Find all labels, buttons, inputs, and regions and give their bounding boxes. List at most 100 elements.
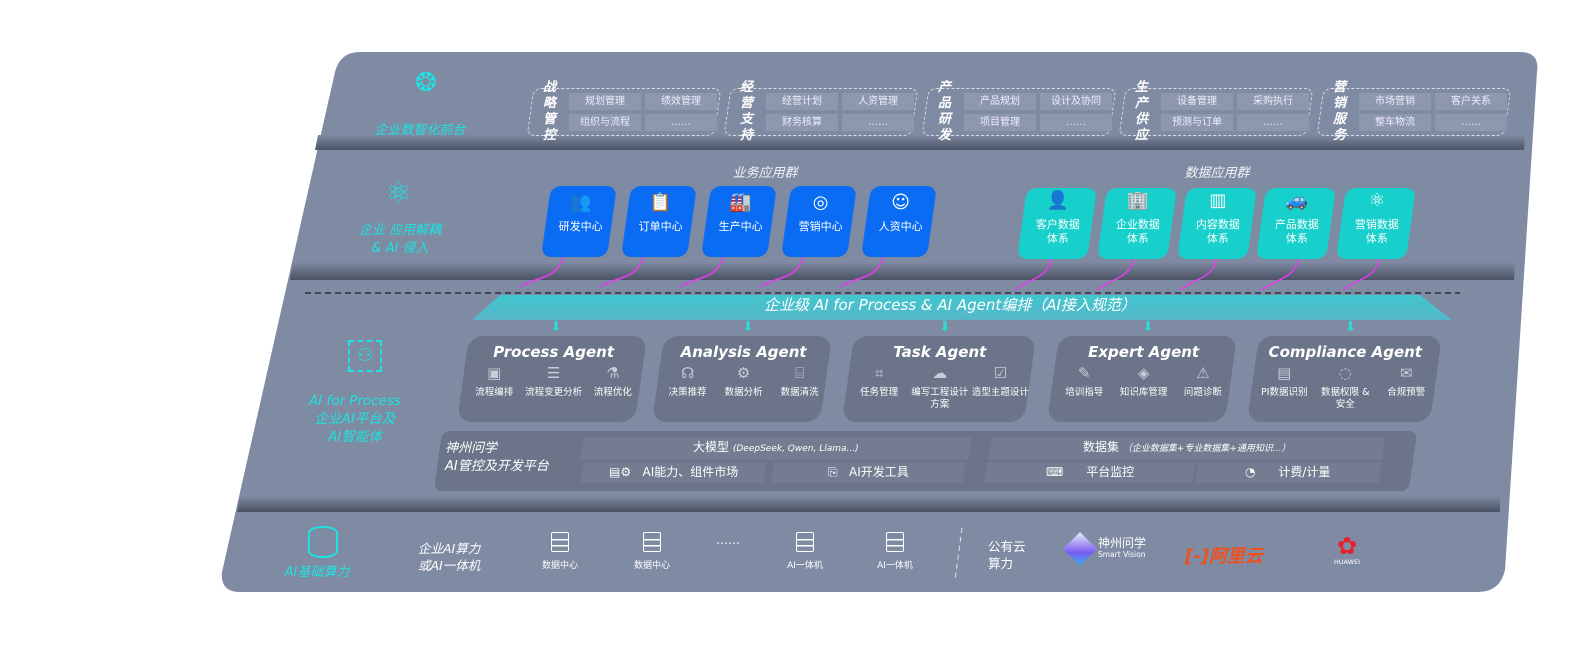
server-item: AI一体机: [780, 532, 830, 571]
agent-capability[interactable]: ✉ 合规预警: [1376, 364, 1436, 411]
agent-card[interactable]: Expert Agent ✎ 培训指导 ◈ 知识库管理 ⚠ 问题诊断: [1046, 336, 1238, 422]
molecule-icon: ⚛: [385, 176, 412, 211]
app-label: 体系: [1126, 232, 1149, 245]
tool-label: 计费/计量: [1278, 465, 1331, 479]
group-item[interactable]: 规划管理: [569, 93, 641, 110]
tool-ai-dev[interactable]: ⎘ AI开发工具: [770, 462, 966, 483]
apps-layer-label: 企业 应用解耦 & AI 侵入: [340, 222, 460, 258]
data-app-card[interactable]: 🏢 企业数据 体系: [1097, 188, 1177, 259]
group-item[interactable]: 预测与订单: [1161, 114, 1233, 131]
business-app-card[interactable]: 👥 研发中心: [541, 186, 617, 257]
tool-label: 平台监控: [1086, 465, 1135, 479]
group-item[interactable]: 整车物流: [1359, 114, 1431, 131]
group-item[interactable]: 客户关系: [1435, 93, 1507, 110]
capability-label: 知识库管理: [1119, 387, 1168, 398]
tool-billing[interactable]: ◔ 计费/计量: [1194, 462, 1382, 483]
group-item[interactable]: 采购执行: [1237, 93, 1309, 110]
agent-name: Compliance Agent: [1268, 343, 1422, 361]
down-arrow-icon: ⬇: [939, 319, 951, 335]
app-label: 体系: [1365, 232, 1388, 245]
platform-title-line: AI管控及开发平台: [445, 459, 549, 474]
data-app-card[interactable]: ▥ 内容数据 体系: [1177, 188, 1257, 259]
app-label: 订单中心: [638, 220, 683, 233]
agent-capability[interactable]: ☰ 流程变更分析: [524, 364, 583, 399]
label-line: 算力: [988, 556, 1014, 571]
group-item[interactable]: 产品规划: [964, 93, 1036, 110]
front-group: 产品研发 产品规划 设计及协同 项目管理……: [921, 80, 1117, 143]
data-app-card[interactable]: 👤 客户数据 体系: [1017, 188, 1097, 259]
label-line: 企业 应用解耦: [358, 223, 442, 238]
app-label: 客户数据: [1035, 218, 1080, 231]
data-apps-title: 数据应用群: [1184, 166, 1250, 181]
label-line: AI智能体: [328, 429, 382, 445]
app-label: 企业数据: [1115, 218, 1160, 231]
business-app-card[interactable]: 🏭 生产中心: [701, 186, 777, 257]
business-app-card[interactable]: ☺ 人资中心: [861, 186, 937, 257]
agent-capability[interactable]: ⌸ 数据清洗: [772, 364, 827, 399]
agent-capability[interactable]: ⚙ 数据分析: [716, 364, 771, 399]
agent-capability[interactable]: ▣ 流程编排: [465, 364, 524, 399]
agent-capability[interactable]: ☊ 决策推荐: [660, 364, 715, 399]
group-item[interactable]: ……: [1040, 114, 1112, 131]
group-item[interactable]: ……: [645, 114, 717, 131]
agent-card[interactable]: Compliance Agent ▤ PI数据识别 ◌ 数据权限 & 安全 ✉ 合规预警: [1246, 336, 1443, 422]
data-app-card[interactable]: 🚙 产品数据 体系: [1256, 188, 1336, 259]
group-item[interactable]: 人资管理: [842, 93, 914, 110]
server-icon: [643, 532, 661, 552]
agent-capability[interactable]: ⌗ 任务管理: [849, 364, 909, 411]
group-item[interactable]: 财务核算: [766, 114, 838, 131]
label-line: 企业AI算力: [418, 541, 481, 556]
capability-icon: ◌: [1338, 364, 1352, 382]
team-icon: 👥: [569, 192, 592, 213]
group-item[interactable]: 设备管理: [1161, 93, 1233, 110]
group-item[interactable]: 绩效管理: [645, 93, 717, 110]
agent-card[interactable]: Task Agent ⌗ 任务管理 ☁ 编写工程设计方案 ☑ 造型主题设计: [841, 336, 1037, 422]
agent-capability[interactable]: ☁ 编写工程设计方案: [910, 364, 970, 411]
server-icon: [796, 532, 814, 552]
diamond-icon: [1063, 532, 1097, 566]
capability-icon: ☑: [993, 364, 1008, 382]
group-item[interactable]: ……: [842, 114, 914, 131]
capability-icon: ✉: [1399, 364, 1413, 382]
capability-label: 流程编排: [475, 387, 514, 398]
group-item[interactable]: 设计及协同: [1040, 93, 1112, 110]
agent-card[interactable]: Analysis Agent ☊ 决策推荐 ⚙ 数据分析 ⌸ 数据清洗: [651, 336, 833, 422]
agent-capability[interactable]: ☑ 造型主题设计: [970, 364, 1030, 411]
capability-label: 流程变更分析: [525, 387, 583, 398]
agent-card[interactable]: Process Agent ▣ 流程编排 ☰ 流程变更分析 ⚗ 流程优化: [456, 336, 648, 422]
group-item[interactable]: 组织与流程: [569, 114, 641, 131]
tool-monitor[interactable]: ⌨ 平台监控: [984, 462, 1196, 483]
group-label: 产品研发: [938, 80, 956, 144]
brain-icon: ❂: [415, 68, 437, 98]
capability-label: PI数据识别: [1261, 387, 1308, 398]
tool-ai-market[interactable]: ▤⚙ AI能力、组件市场: [580, 462, 767, 483]
label-line: 企业AI平台及: [314, 411, 396, 427]
tool-label: AI开发工具: [848, 465, 909, 479]
data-app-card[interactable]: ⚛ 营销数据 体系: [1336, 188, 1416, 259]
business-app-card[interactable]: 📋 订单中心: [621, 186, 697, 257]
agent-capability[interactable]: ▤ PI数据识别: [1254, 364, 1314, 411]
agent-name: Process Agent: [493, 343, 614, 361]
group-item[interactable]: ……: [1237, 114, 1309, 131]
agent-capability[interactable]: ✎ 培训指导: [1055, 364, 1114, 399]
atom-icon: ⚛: [1368, 190, 1385, 211]
more-servers: ……: [703, 533, 753, 547]
capability-label: 流程优化: [593, 387, 632, 398]
agent-capability[interactable]: ◌ 数据权限 & 安全: [1315, 364, 1375, 411]
group-label: 营销服务: [1333, 80, 1351, 144]
agent-capability[interactable]: ◈ 知识库管理: [1114, 364, 1173, 399]
agent-capability[interactable]: ⚠ 问题诊断: [1174, 364, 1233, 399]
group-item[interactable]: 市场营销: [1359, 93, 1431, 110]
group-item[interactable]: ……: [1435, 114, 1507, 131]
agent-capability[interactable]: ⚗ 流程优化: [584, 364, 643, 399]
capability-icon: ⚠: [1196, 364, 1210, 382]
group-item[interactable]: 经营计划: [766, 93, 838, 110]
capability-icon: ☁: [932, 364, 948, 382]
group-label-text: 经营支持: [740, 80, 754, 143]
server-item: AI一体机: [870, 532, 920, 571]
group-item[interactable]: 项目管理: [964, 114, 1036, 131]
business-app-card[interactable]: ◎ 营销中心: [781, 186, 857, 257]
building-icon: 🏢: [1126, 190, 1150, 211]
server-label: AI一体机: [877, 561, 913, 571]
model-bar: 大模型 (DeepSeek, Qwen, Llama...): [580, 437, 972, 460]
